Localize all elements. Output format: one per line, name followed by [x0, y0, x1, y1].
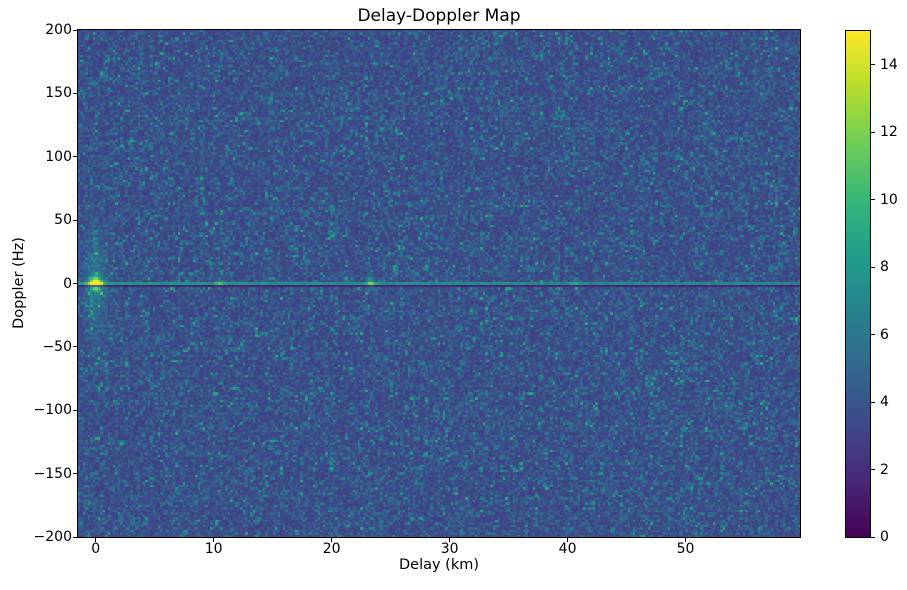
- x-tick-label: 40: [558, 541, 577, 557]
- y-tick-mark: [73, 29, 77, 31]
- colorbar-tick-label: 4: [880, 394, 889, 411]
- colorbar-tick-label: 14: [880, 56, 898, 73]
- colorbar-tick-mark: [871, 469, 875, 471]
- x-tick-mark: [95, 538, 97, 542]
- x-tick-mark: [567, 538, 569, 542]
- heatmap-canvas: [78, 30, 800, 537]
- y-axis-label: Doppler (Hz): [11, 237, 27, 329]
- y-tick-label: 50: [54, 212, 72, 229]
- y-tick-mark: [73, 283, 77, 284]
- colorbar: [845, 30, 871, 538]
- colorbar-tick-label: 10: [880, 191, 898, 208]
- colorbar-tick-mark: [871, 266, 875, 268]
- plot-area: [77, 29, 801, 538]
- x-tick-mark: [685, 538, 687, 542]
- colorbar-tick-mark: [871, 536, 875, 538]
- colorbar-tick-label: 8: [880, 259, 889, 276]
- y-tick-label: −150: [33, 465, 72, 482]
- y-tick-mark: [73, 219, 77, 221]
- colorbar-tick-label: 0: [880, 529, 889, 545]
- colorbar-tick-mark: [871, 64, 875, 66]
- x-tick-mark: [331, 538, 333, 542]
- colorbar-gradient: [846, 31, 870, 537]
- colorbar-tick-label: 2: [880, 461, 889, 478]
- y-tick-mark: [73, 346, 77, 348]
- colorbar-tick-mark: [871, 401, 875, 403]
- x-tick-mark: [449, 538, 451, 542]
- x-tick-label: 0: [91, 541, 101, 557]
- colorbar-tick-mark: [871, 334, 875, 336]
- x-tick-label: 50: [676, 541, 695, 557]
- colorbar-tick-label: 6: [880, 326, 889, 343]
- colorbar-tick-mark: [871, 199, 875, 201]
- x-tick-label: 10: [204, 541, 223, 557]
- y-tick-label: 150: [45, 85, 72, 102]
- colorbar-tick-label: 12: [880, 124, 898, 141]
- x-tick-label: 30: [440, 541, 459, 557]
- x-axis-label: Delay (km): [398, 557, 480, 573]
- y-tick-mark: [73, 409, 77, 411]
- y-tick-label: −50: [42, 338, 72, 355]
- y-tick-label: 0: [63, 275, 72, 292]
- y-tick-mark: [73, 92, 77, 94]
- y-tick-mark: [73, 536, 77, 538]
- y-tick-label: 100: [45, 148, 72, 165]
- y-tick-label: 200: [45, 22, 72, 38]
- colorbar-tick-mark: [871, 131, 875, 133]
- x-tick-mark: [213, 538, 215, 542]
- y-tick-label: −100: [33, 402, 72, 419]
- y-tick-label: −200: [33, 529, 72, 545]
- y-tick-mark: [73, 156, 77, 158]
- chart-title: Delay-Doppler Map: [357, 6, 521, 26]
- x-tick-label: 20: [322, 541, 341, 557]
- y-tick-mark: [73, 473, 77, 475]
